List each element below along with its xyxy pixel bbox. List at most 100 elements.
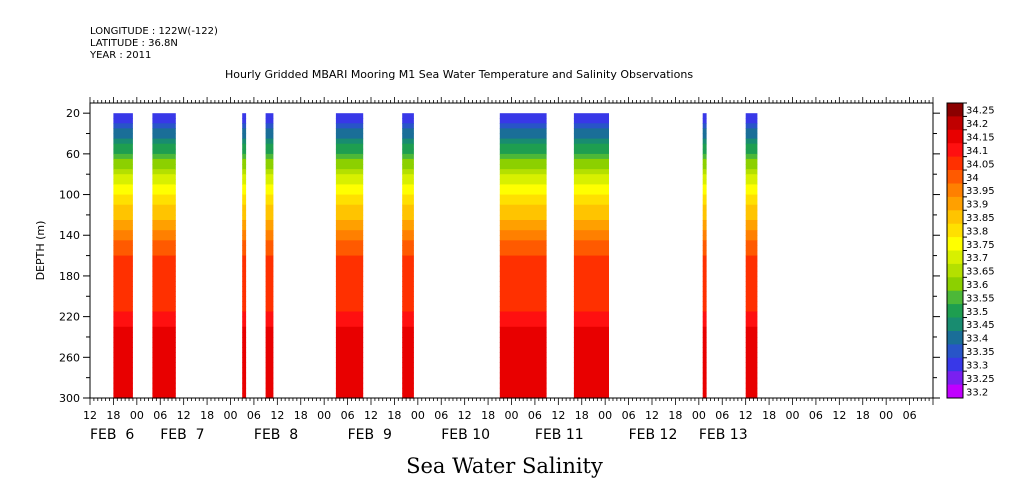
data-cell-1-25 xyxy=(152,118,176,124)
data-cell-2-140 xyxy=(242,235,247,241)
data-cell-5-125 xyxy=(402,220,414,226)
data-cell-2-170 xyxy=(242,265,247,272)
data-cell-0-60 xyxy=(113,153,133,160)
data-cell-2-25 xyxy=(242,118,247,124)
data-cell-2-85 xyxy=(242,179,247,185)
data-cell-2-160 xyxy=(242,255,247,262)
data-cell-5-140 xyxy=(402,235,414,241)
x-hour-label-24: 00 xyxy=(224,409,238,422)
data-cell-1-115 xyxy=(152,209,176,216)
data-cell-5-150 xyxy=(402,245,414,252)
x-hour-label-102: 06 xyxy=(528,409,542,422)
data-cell-9-70 xyxy=(745,164,758,170)
data-cell-1-45 xyxy=(152,138,176,145)
data-cell-3-200 xyxy=(265,296,274,302)
x-hour-label-54: 06 xyxy=(341,409,355,422)
data-cell-2-95 xyxy=(242,189,247,196)
data-cell-7-215 xyxy=(573,311,609,318)
data-cell-0-265 xyxy=(113,362,133,369)
data-cell-8-155 xyxy=(702,250,707,257)
data-cell-2-190 xyxy=(242,286,247,292)
x-date-label-30: FEB 8 xyxy=(254,427,298,443)
x-hour-label-84: 12 xyxy=(458,409,472,422)
data-cell-3-250 xyxy=(265,347,274,353)
data-cell-2-205 xyxy=(242,301,247,308)
data-cell-0-210 xyxy=(113,306,133,313)
data-cell-8-95 xyxy=(702,189,707,196)
data-cell-9-130 xyxy=(745,225,758,231)
x-hour-label-192: 00 xyxy=(879,409,893,422)
data-cell-4-65 xyxy=(335,158,364,165)
data-cell-9-175 xyxy=(745,270,758,277)
data-cell-9-185 xyxy=(745,281,758,287)
x-hour-label-186: 18 xyxy=(856,409,870,422)
data-cell-2-235 xyxy=(242,331,247,338)
data-cell-5-110 xyxy=(402,204,414,211)
colorbar-swatch-7 xyxy=(947,196,963,211)
data-cell-4-155 xyxy=(335,250,364,257)
data-cell-0-155 xyxy=(113,250,133,257)
x-date-label--12: FEB 6 xyxy=(90,427,134,443)
data-cell-9-210 xyxy=(745,306,758,313)
longitude-label: LONGITUDE : 122W(-122) xyxy=(90,26,218,37)
colorbar-swatch-2 xyxy=(947,129,963,144)
data-cell-5-175 xyxy=(402,270,414,277)
y-tick-label-60: 60 xyxy=(66,148,80,161)
data-cell-4-210 xyxy=(335,306,364,313)
colorbar-label-18: 33.35 xyxy=(966,347,995,358)
data-cell-6-65 xyxy=(499,158,547,165)
data-cell-4-200 xyxy=(335,296,364,302)
data-cell-3-195 xyxy=(265,291,274,297)
data-cell-4-100 xyxy=(335,194,364,201)
data-cell-3-180 xyxy=(265,275,274,282)
data-cell-4-145 xyxy=(335,240,364,246)
data-cell-4-285 xyxy=(335,382,364,389)
data-cell-6-105 xyxy=(499,199,547,206)
data-cell-6-80 xyxy=(499,174,547,180)
data-cell-5-25 xyxy=(402,118,414,124)
data-cell-6-60 xyxy=(499,153,547,160)
data-cell-7-65 xyxy=(573,158,609,165)
x-date-label-144: FEB 13 xyxy=(699,427,748,443)
data-cell-8-40 xyxy=(702,133,707,140)
x-hour-label-180: 12 xyxy=(832,409,846,422)
data-cell-4-230 xyxy=(335,326,364,333)
data-cell-4-130 xyxy=(335,225,364,231)
data-cell-7-285 xyxy=(573,382,609,389)
data-cell-2-180 xyxy=(242,275,247,282)
data-cell-1-65 xyxy=(152,158,176,165)
data-cell-5-50 xyxy=(402,143,414,150)
data-cell-7-225 xyxy=(573,321,609,328)
data-cell-7-80 xyxy=(573,174,609,180)
data-cell-3-105 xyxy=(265,199,274,206)
data-cell-8-45 xyxy=(702,138,707,145)
data-cell-1-80 xyxy=(152,174,176,180)
data-cell-3-165 xyxy=(265,260,274,267)
data-cell-3-80 xyxy=(265,174,274,180)
colorbar-label-8: 33.85 xyxy=(966,213,995,224)
data-cell-4-180 xyxy=(335,275,364,282)
data-cell-5-95 xyxy=(402,189,414,196)
data-cell-8-275 xyxy=(702,372,707,379)
data-cell-9-190 xyxy=(745,286,758,292)
x-hour-label-150: 06 xyxy=(715,409,729,422)
data-cell-0-220 xyxy=(113,316,133,323)
data-cell-7-45 xyxy=(573,138,609,145)
x-hour-label-12: 12 xyxy=(177,409,191,422)
data-cell-7-60 xyxy=(573,153,609,160)
data-cell-5-275 xyxy=(402,372,414,379)
colorbar-label-11: 33.7 xyxy=(966,253,988,264)
data-cell-6-205 xyxy=(499,301,547,308)
data-cell-6-260 xyxy=(499,357,547,363)
x-hour-label-36: 12 xyxy=(270,409,284,422)
data-cell-7-35 xyxy=(573,128,609,135)
data-cell-1-35 xyxy=(152,128,176,135)
x-hour-label-108: 12 xyxy=(551,409,565,422)
data-cell-8-115 xyxy=(702,209,707,216)
data-cell-4-45 xyxy=(335,138,364,145)
data-cell-0-235 xyxy=(113,331,133,338)
data-cell-9-215 xyxy=(745,311,758,318)
data-cell-3-275 xyxy=(265,372,274,379)
data-cell-9-170 xyxy=(745,265,758,272)
colorbar-swatch-10 xyxy=(947,237,963,251)
